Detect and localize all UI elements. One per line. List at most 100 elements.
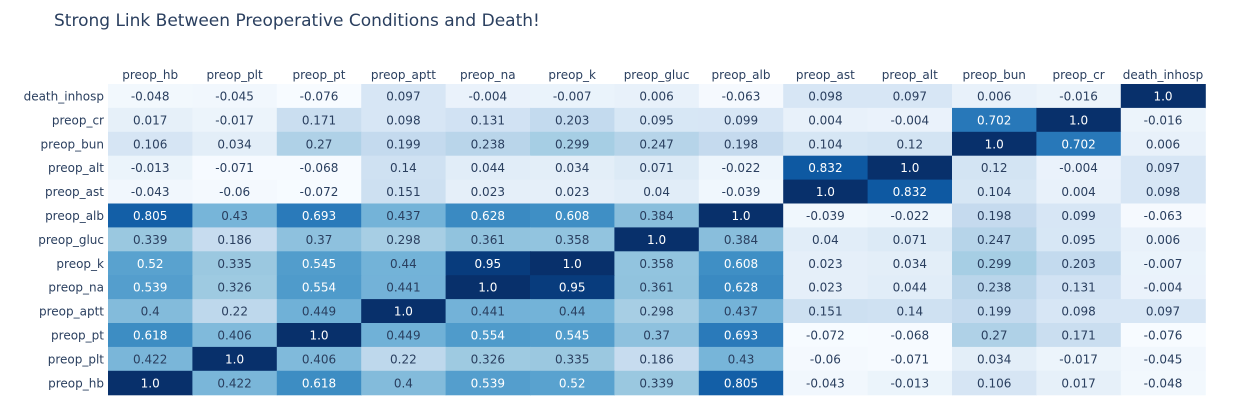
heatmap-cell-label: 1.0 [394, 305, 413, 319]
heatmap-cell [698, 227, 784, 252]
heatmap-cell [1120, 84, 1206, 109]
heatmap-cell-label: 0.339 [133, 233, 167, 247]
y-tick-label: preop_ast [45, 185, 104, 199]
heatmap-cell [108, 107, 193, 133]
heatmap-cell-label: 0.618 [133, 328, 167, 342]
heatmap-cell-label: 0.702 [977, 113, 1011, 127]
heatmap-cell-label: 0.702 [1061, 137, 1095, 151]
heatmap-cell-label: 0.441 [386, 281, 420, 295]
heatmap-cell-label: 0.539 [133, 281, 167, 295]
heatmap-cell-label: -0.072 [300, 185, 339, 199]
heatmap-cell-label: 0.44 [390, 257, 417, 271]
heatmap-cell [445, 131, 531, 157]
heatmap-cell [361, 323, 447, 348]
heatmap-cell-label: 0.095 [639, 113, 673, 127]
heatmap-cell-label: 0.545 [555, 328, 589, 342]
heatmap-cell [445, 107, 531, 133]
heatmap-cell [783, 370, 869, 396]
heatmap-cell [276, 179, 362, 205]
heatmap-cell [361, 251, 447, 276]
heatmap-cell [108, 346, 193, 372]
heatmap-cell-label: 0.098 [1061, 305, 1095, 319]
heatmap-cell-label: 0.298 [639, 305, 673, 319]
heatmap-cell-label: -0.043 [131, 185, 170, 199]
heatmap-cell-label: -0.071 [215, 161, 254, 175]
heatmap-cell-label: 1.0 [141, 376, 160, 390]
heatmap-cell-label: -0.022 [722, 161, 761, 175]
heatmap-cell-label: 0.247 [977, 233, 1011, 247]
heatmap-cell-label: 0.106 [977, 376, 1011, 390]
heatmap-cell-label: 0.4 [141, 305, 160, 319]
heatmap-cell [952, 299, 1037, 324]
heatmap-cell [192, 370, 278, 396]
heatmap-cell-label: 1.0 [478, 281, 497, 295]
heatmap-cell [276, 155, 362, 181]
heatmap-cell [614, 299, 700, 324]
y-tick-label: preop_alt [48, 161, 104, 175]
heatmap-cell-label: 0.832 [893, 185, 927, 199]
heatmap-cell [1120, 203, 1206, 228]
heatmap-cell-label: 0.034 [977, 352, 1011, 366]
heatmap-cell [614, 323, 700, 348]
heatmap-cell-label: -0.068 [890, 328, 929, 342]
heatmap-cell [614, 131, 700, 157]
x-tick-label: preop_k [548, 68, 596, 82]
heatmap-cell-label: 1.0 [225, 352, 244, 366]
heatmap-cell-label: 0.693 [302, 209, 336, 223]
heatmap-cell [698, 275, 784, 300]
heatmap-cell-label: -0.004 [890, 113, 929, 127]
y-axis-tick-labels: death_inhosp preop_cr preop_bun preop_altpr… [24, 89, 105, 390]
heatmap-cell [952, 131, 1037, 157]
heatmap-cell-label: 0.023 [808, 281, 842, 295]
y-tick-label: preop_na [48, 281, 104, 295]
heatmap-cell [614, 179, 700, 205]
heatmap-cell [361, 275, 447, 300]
heatmap-cell [867, 346, 953, 372]
heatmap-cell [698, 346, 784, 372]
heatmap-cell [867, 251, 953, 276]
heatmap-cell [445, 370, 531, 396]
heatmap-cell [276, 251, 362, 276]
heatmap-cell [1036, 131, 1122, 157]
heatmap-cell [698, 370, 784, 396]
heatmap-cell [952, 203, 1037, 228]
heatmap-cell-label: -0.06 [810, 352, 841, 366]
heatmap-cell [530, 179, 615, 205]
heatmap-cell [614, 155, 700, 181]
heatmap-cell-label: -0.039 [806, 209, 845, 223]
heatmap-cell-label: 0.832 [808, 161, 842, 175]
heatmap-cell [1120, 251, 1206, 276]
heatmap-cell [1036, 84, 1122, 109]
heatmap-cell [1120, 275, 1206, 300]
heatmap-cell-label: -0.004 [1144, 281, 1183, 295]
heatmap-cell-label: 0.071 [639, 161, 673, 175]
x-tick-label: preop_gluc [624, 68, 690, 82]
heatmap-cell [1036, 275, 1122, 300]
heatmap-cell [530, 323, 615, 348]
heatmap-cell-label: 0.203 [555, 113, 589, 127]
heatmap-cell [530, 346, 615, 372]
heatmap-cell-label: 0.097 [1146, 161, 1180, 175]
heatmap-cell [276, 203, 362, 228]
heatmap-cell [276, 275, 362, 300]
heatmap-cell-label: 0.006 [639, 89, 673, 103]
heatmap-cell [1036, 251, 1122, 276]
heatmap-cell [783, 323, 869, 348]
heatmap-cell-label: 0.52 [559, 376, 586, 390]
heatmap-cell-label: 0.098 [386, 113, 420, 127]
heatmap-cell-label: 0.131 [1061, 281, 1095, 295]
heatmap-cell-label: 0.339 [639, 376, 673, 390]
heatmap-cell-label: 0.4 [394, 376, 413, 390]
heatmap-cell-label: -0.043 [806, 376, 845, 390]
heatmap-cell-label: 0.044 [471, 161, 505, 175]
heatmap-cell-label: -0.048 [131, 89, 170, 103]
heatmap-cell-label: -0.063 [722, 89, 761, 103]
heatmap-cell-label: 0.247 [639, 137, 673, 151]
heatmap-cell [783, 299, 869, 324]
heatmap-cell [952, 227, 1037, 252]
heatmap-cell-label: 0.22 [390, 352, 417, 366]
heatmap-cell [867, 84, 953, 109]
heatmap-cell-label: 0.199 [386, 137, 420, 151]
heatmap-cell [952, 251, 1037, 276]
heatmap-cell [445, 203, 531, 228]
